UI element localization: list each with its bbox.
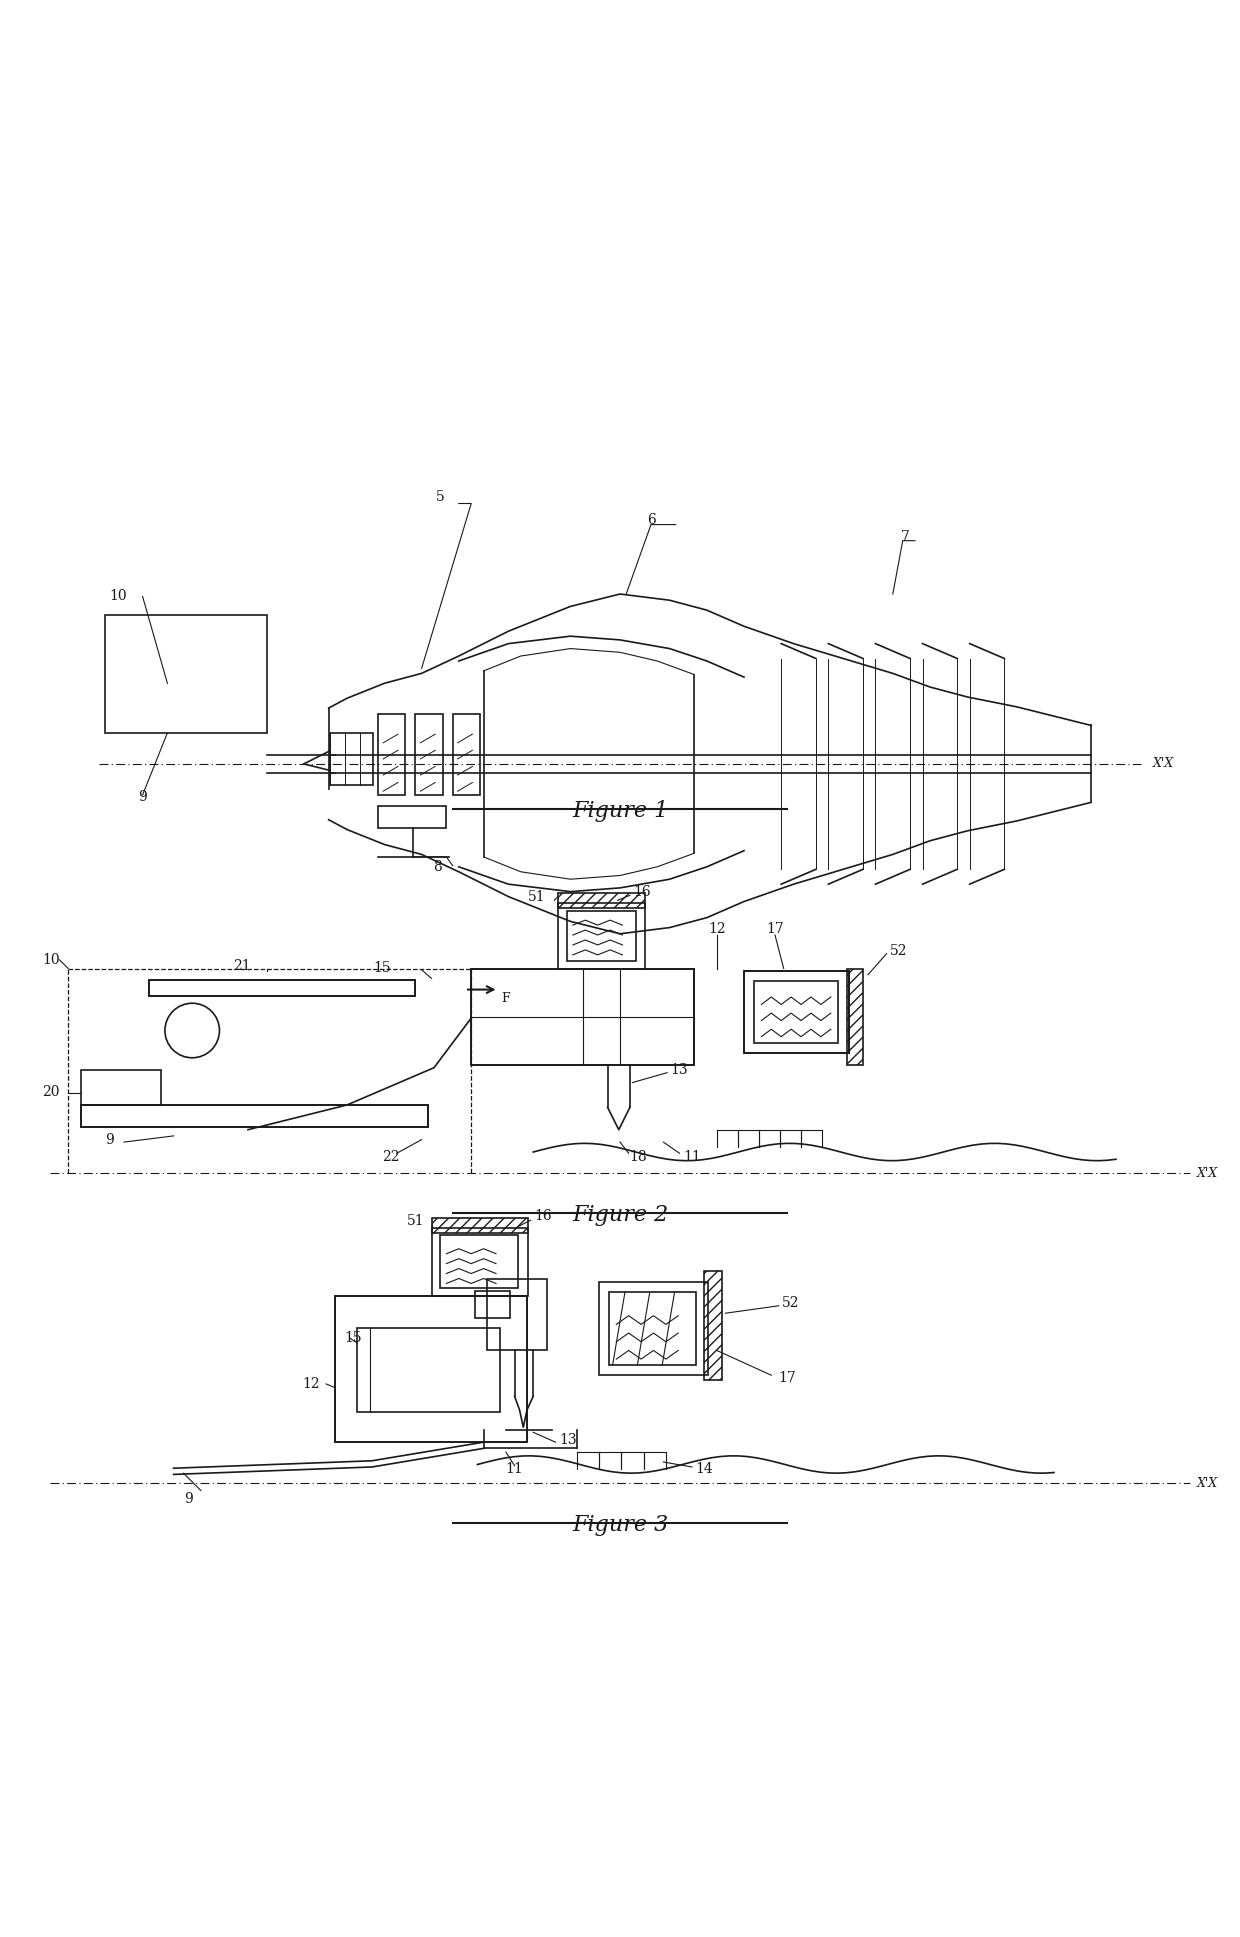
Text: 51: 51	[528, 889, 546, 903]
Text: 9: 9	[138, 790, 148, 804]
Bar	[453, 715, 480, 794]
Text: 17: 17	[779, 1371, 796, 1385]
Text: 9: 9	[184, 1491, 193, 1507]
Text: 52: 52	[890, 943, 908, 959]
Text: 12: 12	[708, 922, 725, 936]
Text: 16: 16	[634, 885, 651, 899]
Text: Figure 1: Figure 1	[572, 800, 668, 821]
Text: 5: 5	[435, 490, 445, 504]
Text: 6: 6	[646, 513, 656, 527]
Bar	[744, 970, 849, 1054]
Bar	[847, 968, 863, 1065]
Text: F: F	[502, 992, 510, 1005]
Bar	[432, 1218, 528, 1232]
Bar	[558, 903, 645, 968]
Text: Figure 2: Figure 2	[572, 1205, 668, 1226]
Text: 18: 18	[630, 1151, 647, 1164]
Text: Figure 3: Figure 3	[572, 1515, 668, 1536]
Text: 21: 21	[233, 959, 250, 972]
Bar	[704, 1271, 722, 1381]
Bar	[609, 1292, 696, 1366]
Text: 7: 7	[900, 531, 910, 544]
Bar	[432, 1228, 528, 1296]
Bar	[378, 806, 446, 829]
Bar	[475, 1290, 510, 1319]
Text: 9: 9	[104, 1133, 114, 1147]
Text: 14: 14	[696, 1462, 713, 1476]
Text: 16: 16	[534, 1209, 552, 1224]
Text: 52: 52	[782, 1296, 800, 1309]
Text: 15: 15	[373, 961, 391, 976]
Text: 13: 13	[671, 1063, 688, 1077]
Bar	[744, 970, 849, 1054]
Bar	[335, 1296, 527, 1443]
Bar	[599, 1282, 708, 1375]
Bar	[558, 893, 645, 908]
Text: 12: 12	[303, 1377, 320, 1391]
Bar	[330, 732, 373, 784]
Bar	[81, 1104, 428, 1127]
Bar	[335, 1296, 527, 1443]
Bar	[105, 616, 267, 732]
Text: 11: 11	[506, 1462, 523, 1476]
Bar	[487, 1278, 547, 1350]
Bar	[149, 980, 415, 996]
Bar	[81, 1104, 428, 1127]
Text: 11: 11	[683, 1151, 701, 1164]
Bar	[357, 1329, 500, 1412]
Bar	[471, 968, 694, 1065]
Text: X'X: X'X	[1197, 1166, 1218, 1180]
Text: 22: 22	[382, 1151, 399, 1164]
Text: 20: 20	[42, 1085, 60, 1100]
Text: X'X: X'X	[1153, 757, 1174, 771]
Text: 13: 13	[559, 1433, 577, 1447]
Bar	[81, 1069, 161, 1104]
Bar	[471, 968, 694, 1065]
Bar	[378, 715, 405, 794]
Text: 8: 8	[433, 860, 443, 874]
Text: 10: 10	[42, 953, 60, 967]
Text: 51: 51	[407, 1214, 424, 1228]
Bar	[567, 912, 636, 961]
Bar	[415, 715, 443, 794]
Text: 15: 15	[345, 1331, 362, 1344]
Text: 17: 17	[766, 922, 784, 936]
Bar	[754, 980, 838, 1042]
Bar	[440, 1236, 518, 1288]
Text: X'X: X'X	[1197, 1476, 1218, 1490]
Text: 10: 10	[109, 589, 126, 604]
Bar	[149, 980, 415, 996]
